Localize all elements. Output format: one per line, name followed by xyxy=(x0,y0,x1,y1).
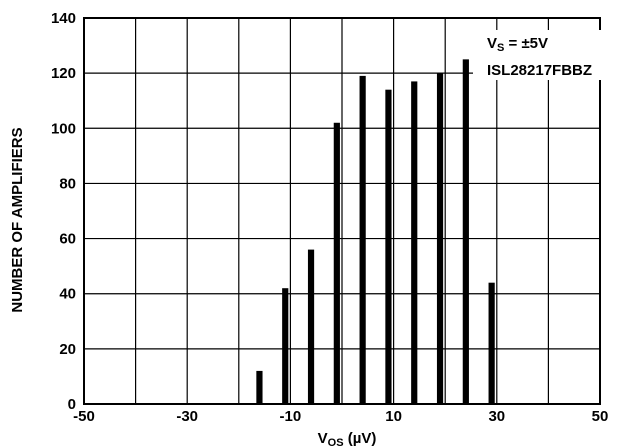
x-tick-label: -30 xyxy=(176,408,198,425)
y-tick-label: 120 xyxy=(51,65,76,82)
y-tick-label: 60 xyxy=(59,231,76,248)
histogram-bar xyxy=(256,370,263,404)
supply-voltage-subscript: S xyxy=(497,42,504,54)
x-axis-title: VOS (µV) xyxy=(318,430,377,448)
x-tick-label: 30 xyxy=(488,408,505,425)
y-tick-label: 80 xyxy=(59,175,76,192)
histogram-bar xyxy=(436,73,444,405)
supply-voltage-annotation: VS = ±5V xyxy=(487,35,548,54)
x-tick-label: 50 xyxy=(592,408,609,425)
part-number-annotation: ISL28217FBBZ xyxy=(487,62,592,79)
histogram-bar xyxy=(385,89,392,404)
supply-voltage-symbol: V xyxy=(487,35,497,52)
x-tick-labels: -50 -30 -10 10 30 50 xyxy=(73,408,608,425)
y-axis-title: NUMBER OF AMPLIFIERS xyxy=(9,127,26,312)
x-axis-title-main: V xyxy=(318,430,328,447)
y-tick-label: 40 xyxy=(59,286,76,303)
x-tick-label: -50 xyxy=(73,408,95,425)
bars xyxy=(256,59,495,405)
annotation-background xyxy=(473,30,615,80)
x-axis-title-subscript: OS xyxy=(328,437,344,448)
x-axis-title-unit: (µV) xyxy=(344,430,377,447)
x-tick-label: -10 xyxy=(280,408,302,425)
y-tick-label: 0 xyxy=(68,396,76,413)
histogram-bar xyxy=(359,75,366,405)
y-tick-labels: 0 20 40 60 80 100 120 140 xyxy=(51,10,76,413)
plot-frame xyxy=(83,17,601,405)
grid xyxy=(84,18,600,404)
y-tick-label: 20 xyxy=(59,341,76,358)
supply-voltage-value: = ±5V xyxy=(504,35,548,52)
histogram-bar xyxy=(488,282,495,404)
histogram-bar xyxy=(333,122,340,405)
y-tick-label: 100 xyxy=(51,120,76,137)
y-tick-label: 140 xyxy=(51,10,76,27)
histogram-bar xyxy=(307,249,315,404)
histogram-bar xyxy=(282,288,289,404)
x-tick-label: 10 xyxy=(385,408,402,425)
histogram-bar xyxy=(411,81,418,405)
histogram-bar xyxy=(462,59,469,404)
